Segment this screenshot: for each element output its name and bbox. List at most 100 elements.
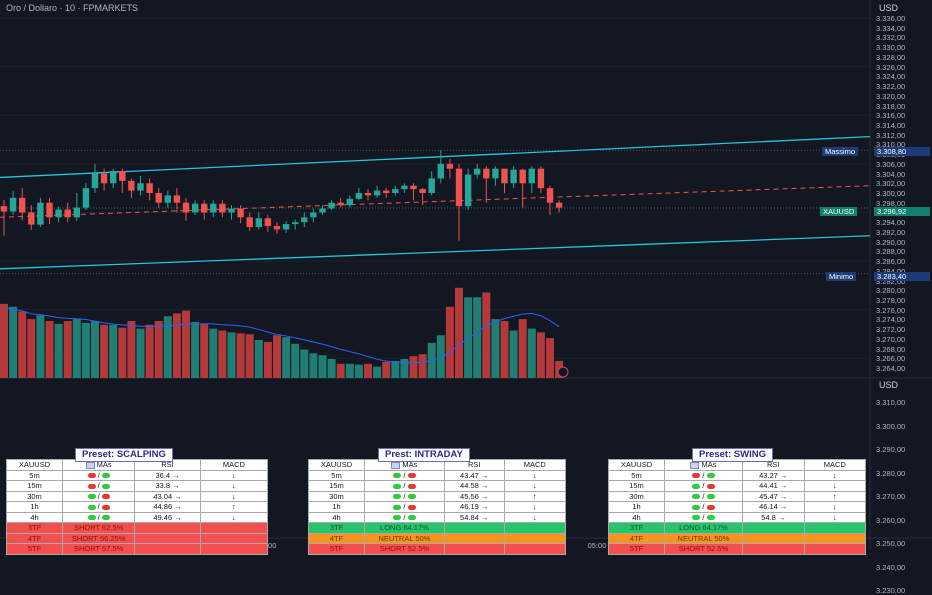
rsi-cell: 49.46 →: [134, 511, 201, 523]
price-tick: 3.302,00: [876, 179, 906, 189]
summary-row: 5TF SHORT 52.5%: [308, 543, 567, 555]
table-row: 4h / 54.8 → ↓: [608, 511, 867, 523]
table-row: 30m / 45.56 → ↑: [308, 490, 567, 502]
volume-bar: [127, 321, 136, 378]
table-row: 4h / 54.84 → ↓: [308, 511, 567, 523]
candle-body: [37, 202, 44, 225]
macd-cell: ↓: [503, 501, 567, 513]
table-row: 30m / 43.04 → ↓: [5, 490, 269, 502]
candle-body: [528, 168, 535, 184]
indicator-tick: 3.300,00: [876, 421, 906, 431]
candle-body: [419, 189, 426, 193]
candle-body: [182, 202, 190, 213]
volume-bar: [418, 354, 427, 378]
summary-row: 4TF NEUTRAL 50%: [308, 532, 567, 544]
volume-bar: [91, 321, 99, 378]
volume-bar: [527, 328, 536, 378]
volume-bar: [309, 353, 318, 378]
rsi-cell: 44.41 →: [741, 480, 805, 492]
volume-bar: [391, 360, 400, 378]
volume-bar: [81, 322, 90, 378]
macd-cell: ↓: [803, 469, 867, 481]
volume-bar: [500, 321, 509, 378]
table-row: 15m / 44.41 → ↓: [608, 480, 867, 492]
ma-cell: /: [62, 490, 136, 502]
ma-dot-icon: [393, 473, 402, 479]
candle-body: [173, 195, 181, 203]
table-row: 1h / 44.86 → ↑: [5, 501, 269, 513]
candle-body: [19, 197, 26, 213]
summary-signal: SHORT 62.5%: [62, 522, 136, 534]
ma-cell: /: [62, 480, 136, 492]
price-tick: 3.332,00: [876, 33, 906, 43]
rsi-cell: 45.56 →: [443, 490, 505, 502]
volume-bar: [63, 321, 72, 378]
table-header: MACD: [199, 459, 269, 471]
candle-body: [555, 202, 563, 208]
summary-row: 4TF SHORT 56.25%: [5, 532, 269, 544]
volume-bar: [364, 363, 372, 378]
volume-bar: [245, 334, 254, 378]
price-tick: 3.268,00: [876, 344, 906, 354]
volume-bar: [0, 303, 8, 378]
candle-body: [546, 188, 554, 203]
price-tick: 3.316,00: [876, 111, 906, 121]
rsi-cell: 46.14 →: [741, 501, 805, 513]
price-tick: 3.282,00: [876, 276, 906, 286]
volume-bar: [209, 328, 218, 378]
candle-body: [164, 195, 171, 203]
candle-body: [373, 190, 381, 196]
candle-body: [246, 217, 253, 228]
candle-body: [346, 198, 353, 206]
scroll-marker-icon: [557, 366, 569, 378]
volume-bar: [236, 333, 245, 378]
price-tick: 3.334,00: [876, 23, 906, 33]
candle-body: [264, 218, 272, 227]
volume-bar: [518, 319, 527, 378]
candle-body: [191, 203, 199, 213]
candle-body: [474, 168, 481, 175]
indicator-axis-currency[interactable]: USD: [879, 380, 899, 390]
ma-cell: /: [364, 511, 445, 523]
candle-body: [219, 203, 226, 213]
indicator-tick: 3.270,00: [876, 492, 906, 501]
volume-bar: [327, 359, 336, 378]
timeframe-cell: 1h: [608, 501, 665, 513]
summary-label: 3TF: [608, 522, 665, 534]
macd-cell: ↓: [199, 490, 269, 502]
volume-bar: [546, 338, 554, 378]
macd-cell: ↓: [803, 480, 867, 492]
candle-body: [119, 171, 126, 181]
volume-bar: [182, 310, 190, 378]
volume-bar: [154, 321, 163, 378]
candle-body: [519, 169, 526, 184]
ma-dot-icon: [706, 504, 715, 510]
indicator-table-2: XAUUSD MAs RSI MACD 5m / 43.47 → ↓ 15m / 44.58…: [308, 459, 567, 555]
ma-dot-icon: [393, 504, 402, 510]
volume-bar: [273, 335, 281, 378]
price-axis-currency[interactable]: USD: [879, 3, 899, 13]
price-tick: 3.324,00: [876, 72, 906, 82]
macd-cell: ↓: [503, 480, 567, 492]
rsi-cell: 44.86 →: [134, 501, 201, 513]
volume-bar: [45, 321, 54, 378]
price-chart[interactable]: [0, 0, 932, 550]
candle-body: [201, 203, 208, 213]
candle-body: [282, 224, 290, 230]
price-tick: 3.322,00: [876, 82, 906, 92]
table-row: 1h / 46.19 → ↓: [308, 501, 567, 513]
candle-body: [73, 207, 80, 218]
ma-icon: [690, 461, 700, 469]
timeframe-cell: 15m: [608, 480, 665, 492]
ma-icon: [85, 461, 95, 469]
volume-bar: [536, 332, 545, 378]
rsi-cell: 46.19 →: [443, 501, 505, 513]
current-symbol-label: XAUUSD: [820, 207, 858, 216]
candle-body: [255, 218, 262, 228]
rsi-cell: 36.4 →: [134, 469, 201, 481]
macd-cell: ↓: [503, 511, 567, 523]
ma-cell: /: [664, 511, 743, 523]
timeframe-cell: 5m: [5, 469, 64, 481]
volume-bar: [291, 343, 300, 378]
price-tick: 3.290,00: [876, 237, 906, 247]
